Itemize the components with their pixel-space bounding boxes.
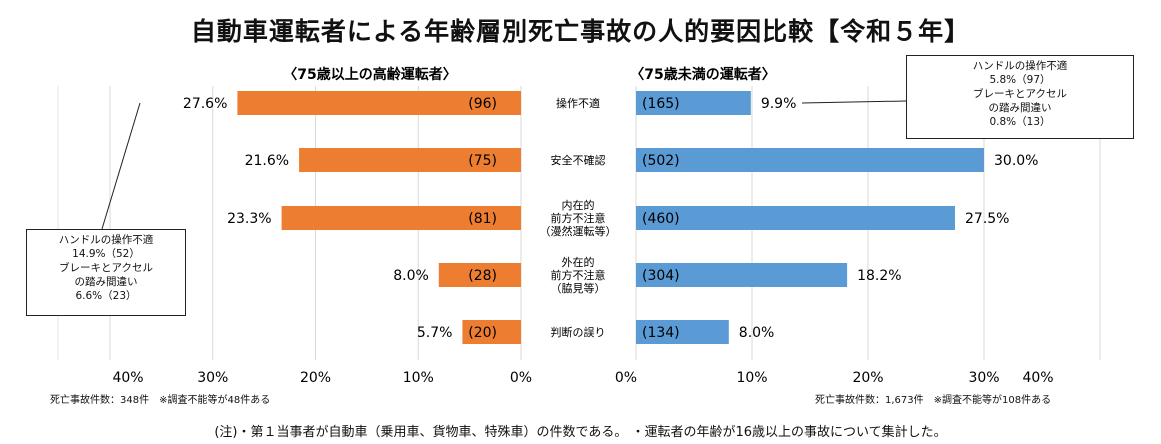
value-label-younger: 27.5% (965, 211, 1009, 227)
category-label: （脇見等） (551, 281, 606, 295)
value-label-elderly: 23.3% (227, 211, 271, 227)
tick-label-left: 30% (197, 370, 228, 386)
callout-elderly-breakdown: ハンドルの操作不適 14.9%（52） ブレーキとアクセル の踏み間違い 6.6… (26, 229, 186, 316)
category-label: 判断の誤り (551, 325, 606, 339)
tick-label-right: 30% (968, 370, 999, 386)
tick-labels: 40% 30% 20% 10% 0% 0% 10% 20% 30% 40% (112, 370, 1053, 386)
callout-right-leader (801, 100, 907, 104)
value-label-younger: 30.0% (994, 153, 1038, 169)
callout-younger-line5: 0.8%（13） (989, 116, 1051, 128)
category-label: （漫然運転等） (540, 224, 617, 238)
bar-younger (636, 320, 729, 344)
callout-younger-line1: ハンドルの操作不適 (972, 60, 1068, 72)
category-label: 前方不注意 (551, 211, 606, 225)
panel-title-younger: 〈75歳未満の運転者〉 (630, 66, 775, 83)
category-label: 外在的 (562, 255, 595, 269)
count-label-elderly: (28) (468, 268, 497, 284)
tick-label-right: 10% (736, 370, 767, 386)
bar-younger (636, 148, 984, 172)
callout-elderly-line5: 6.6%（23） (75, 290, 137, 302)
footnote-elderly: 死亡事故件数：348件 ※調査不能等が48件ある (50, 395, 271, 406)
category-label: 前方不注意 (551, 268, 606, 282)
tick-label-left: 40% (112, 370, 143, 386)
count-label-younger: (460) (642, 211, 680, 227)
callout-elderly-line2: 14.9%（52） (72, 248, 140, 260)
value-label-elderly: 27.6% (183, 96, 227, 112)
tick-label-right: 40% (1022, 370, 1053, 386)
footnote-younger: 死亡事故件数：1,673件 ※調査不能等が108件ある (815, 395, 1052, 406)
value-label-younger: 9.9% (761, 96, 797, 112)
bar-elderly (281, 206, 521, 230)
count-label-elderly: (75) (468, 153, 497, 169)
callout-younger-line3: ブレーキとアクセル (973, 88, 1067, 100)
count-label-elderly: (81) (468, 211, 497, 227)
value-label-elderly: 5.7% (417, 325, 453, 341)
bar-younger (636, 263, 848, 287)
count-label-younger: (165) (642, 96, 680, 112)
bars-elderly: 27.6% (96) 21.6% (75) 23.3% (81) 8.0% (28) 5.7% (… (183, 91, 521, 344)
tick-label-left: 20% (300, 370, 331, 386)
category-label: 内在的 (562, 198, 595, 212)
bar-younger (636, 91, 751, 115)
bar-younger (636, 206, 955, 230)
callout-elderly-line1: ハンドルの操作不適 (58, 234, 154, 246)
bar-elderly (438, 263, 521, 287)
callout-younger-line4: の踏み間違い (988, 102, 1052, 114)
category-label: 安全不確認 (551, 153, 606, 167)
count-label-elderly: (20) (468, 325, 497, 341)
count-label-elderly: (96) (468, 96, 497, 112)
callout-younger-breakdown: ハンドルの操作不適 5.8%（97） ブレーキとアクセル の踏み間違い 0.8%… (906, 55, 1134, 139)
bar-elderly (462, 320, 521, 344)
bar-elderly (299, 148, 521, 172)
bar-elderly (237, 91, 521, 115)
value-label-elderly: 8.0% (393, 268, 429, 284)
count-label-younger: (134) (642, 325, 680, 341)
tick-label-left: 10% (403, 370, 434, 386)
callout-elderly-line4: の踏み間違い (74, 276, 138, 288)
panel-title-elderly: 〈75歳以上の高齢運転者〉 (283, 66, 456, 83)
tick-label-left: 0% (510, 370, 532, 386)
callout-younger-line2: 5.8%（97） (989, 74, 1051, 86)
count-label-younger: (304) (642, 268, 680, 284)
footer-note: (注)・第１当事者が自動車（乗用車、貨物車、特殊車）の件数である。 ・運転者の年… (214, 425, 947, 440)
count-label-younger: (502) (642, 153, 680, 169)
value-label-younger: 18.2% (857, 268, 901, 284)
bars-younger: (165) 9.9% (502) 30.0% (460) 27.5% (304) 18.2% (… (636, 91, 1038, 344)
value-label-younger: 8.0% (739, 325, 775, 341)
tick-label-right: 20% (852, 370, 883, 386)
page-title: 自動車運転者による年齢層別死亡事故の人的要因比較【令和５年】 (190, 17, 971, 46)
value-label-elderly: 21.6% (245, 153, 289, 169)
category-label: 操作不適 (556, 96, 600, 110)
callout-left-leader (101, 102, 141, 230)
tick-label-right: 0% (615, 370, 637, 386)
category-labels: 操作不適安全不確認内在的前方不注意（漫然運転等）外在的前方不注意（脇見等）判断の… (540, 96, 617, 339)
callout-elderly-line3: ブレーキとアクセル (59, 262, 153, 274)
